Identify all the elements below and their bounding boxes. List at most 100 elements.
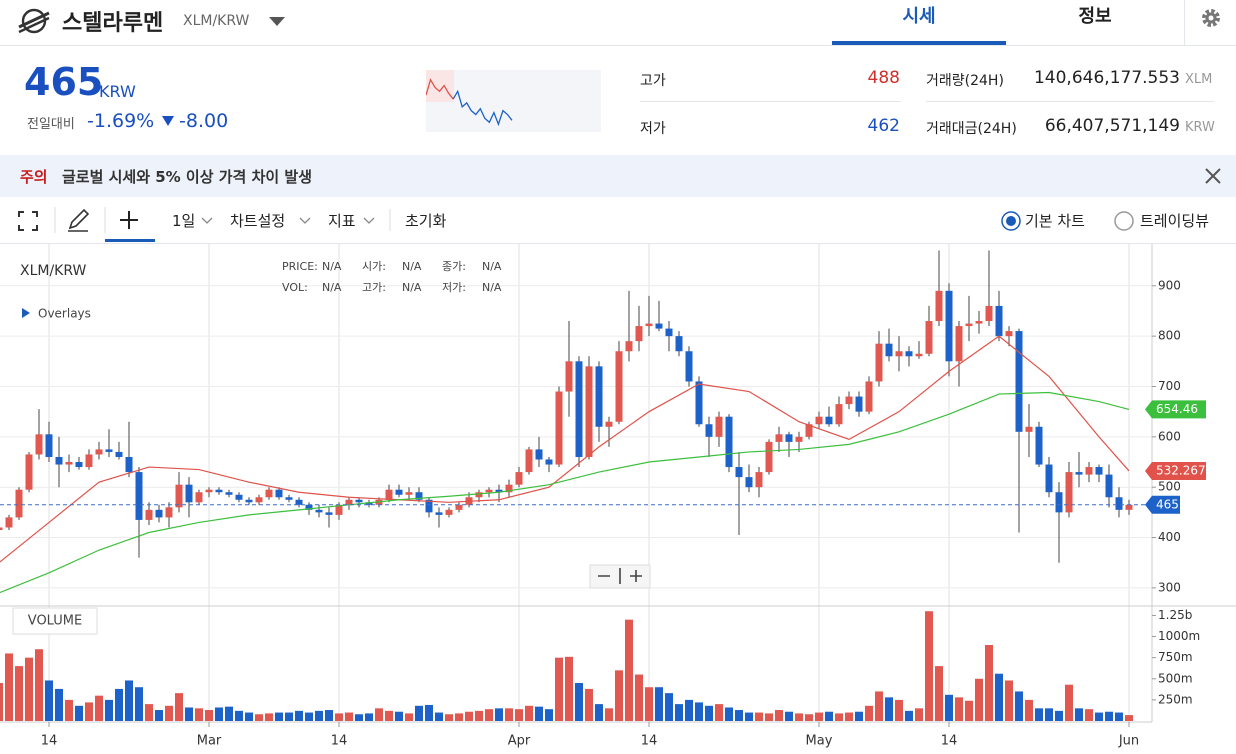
volume-bar (655, 687, 663, 721)
volume-bar (425, 704, 433, 721)
volume-bar (435, 712, 443, 721)
volume-tick-label: 1.25b (1158, 608, 1192, 622)
candle-body (435, 512, 443, 515)
candle-body (295, 499, 303, 505)
volume-bar (1015, 691, 1023, 721)
fullscreen[interactable] (18, 211, 38, 231)
candle-body (705, 424, 713, 437)
volume-bar (725, 707, 733, 721)
indicators[interactable]: 지표 (328, 212, 356, 230)
chart-settings[interactable]: 차트설정 (230, 212, 286, 230)
volume-bar (115, 688, 123, 721)
value-tag (1145, 495, 1180, 514)
candle-body (585, 366, 593, 457)
candle-body (765, 441, 773, 473)
volume-bar (125, 680, 133, 721)
volume-bar (795, 713, 803, 721)
value-tag-label: 654.46 (1156, 402, 1198, 416)
volume-bar (345, 712, 353, 721)
draw-tool[interactable] (68, 208, 90, 232)
candle-body (965, 323, 973, 327)
candle-body (655, 323, 663, 329)
candle-body (185, 484, 193, 503)
volume-bar (985, 645, 993, 721)
crosshair[interactable] (120, 211, 138, 229)
sparkline (426, 70, 601, 132)
candle-body (905, 351, 913, 357)
y-tick-label: 300 (1158, 580, 1181, 594)
volume-bar (205, 710, 213, 721)
reset[interactable]: 초기화 (405, 212, 447, 230)
candle-body (1115, 497, 1123, 510)
overlays-toggle[interactable]: Overlays (38, 307, 91, 321)
candle-body (565, 361, 573, 392)
mode-tradingview[interactable]: 트레이딩뷰 (1140, 212, 1210, 230)
zoom-buttons[interactable] (598, 568, 642, 584)
overlays-arrow[interactable] (22, 308, 30, 318)
volume-bar (505, 708, 513, 721)
candle-body (935, 290, 943, 322)
volume-bar (575, 683, 583, 721)
candle-body (515, 472, 523, 485)
candle-body (605, 421, 613, 427)
volume-bar (15, 666, 23, 721)
interval[interactable]: 1일 (172, 212, 196, 230)
settings[interactable] (1199, 6, 1223, 30)
volume-bar (255, 714, 263, 721)
candle-body (1085, 467, 1093, 475)
candle-body (75, 462, 83, 468)
candle-body (715, 416, 723, 437)
volume-bar (1045, 708, 1053, 721)
candle-body (285, 497, 293, 500)
legend-value: N/A (402, 260, 422, 273)
volume-bar (635, 674, 643, 721)
candle-body (265, 489, 273, 498)
volume-bar (375, 708, 383, 721)
stat-unit: KRW (1185, 120, 1215, 135)
value-tag-label: 465 (1156, 497, 1179, 511)
dropdown[interactable] (268, 16, 286, 28)
volume-bar (1025, 699, 1033, 721)
volume-bar (225, 706, 233, 721)
coin-pair: XLM/KRW (183, 13, 250, 29)
y-tick-label: 700 (1158, 379, 1181, 393)
candle-body (865, 381, 873, 412)
stat-low: 462 (867, 116, 900, 136)
volume-bar (785, 711, 793, 721)
volume-bar (1065, 684, 1073, 721)
volume-bar (305, 712, 313, 721)
moving-average (0, 335, 1130, 563)
candle-body (685, 351, 693, 382)
tab-active[interactable]: 시세 (902, 6, 936, 27)
volume-bar (215, 707, 223, 721)
candle-body (575, 361, 583, 457)
mode-basic[interactable]: 기본 차트 (1025, 212, 1085, 230)
candle-body (145, 509, 153, 520)
candle-body (1015, 331, 1023, 432)
stat-label: 고가 (640, 73, 666, 89)
radio[interactable] (1114, 211, 1134, 231)
stat-label: 거래량(24H) (926, 73, 1004, 89)
candle-body (1075, 472, 1083, 475)
volume-bar (265, 713, 273, 721)
volume-bar (765, 713, 773, 721)
tab[interactable]: 정보 (1078, 6, 1112, 27)
candle-body (115, 451, 123, 457)
candle-body (955, 326, 963, 362)
divider (0, 45, 1236, 46)
radio-selected[interactable] (1001, 211, 1021, 231)
divider (0, 243, 1236, 244)
candle-body (365, 502, 373, 505)
x-tick-label: Jun (1118, 734, 1139, 749)
candle-body (495, 489, 503, 493)
down-arrow (162, 116, 174, 126)
change-label: 전일대비 (27, 117, 75, 132)
volume-bar (75, 705, 83, 721)
volume-bar (365, 713, 373, 721)
candle-body (165, 507, 173, 518)
candle-body (925, 321, 933, 354)
candle-body (505, 484, 513, 493)
candle-body (645, 323, 653, 327)
candle-body (225, 492, 233, 495)
close-notice[interactable] (1204, 167, 1222, 185)
